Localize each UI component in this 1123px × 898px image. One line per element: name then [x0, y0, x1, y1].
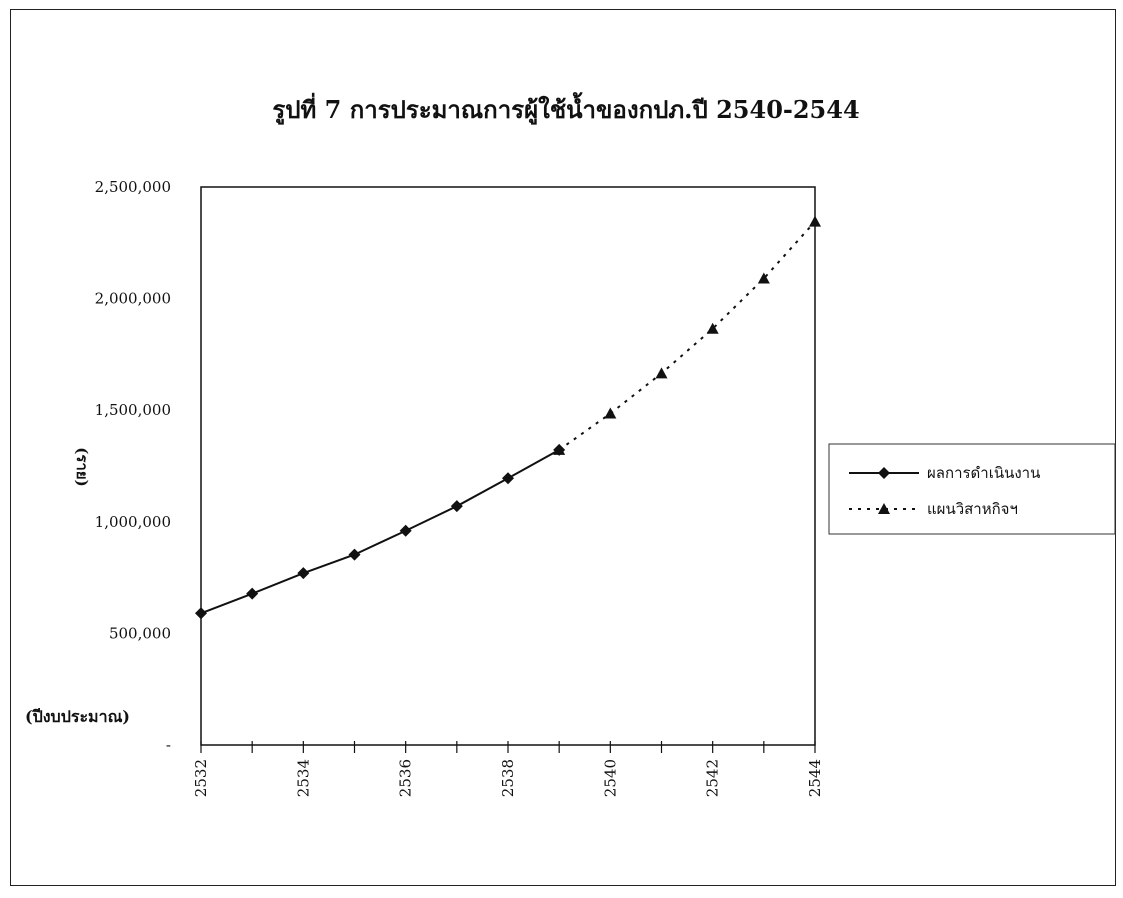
x-tick-label: 2542 — [704, 759, 722, 797]
series-0-point — [246, 587, 259, 600]
x-tick-label: 2536 — [397, 759, 415, 797]
plot-area — [200, 186, 816, 746]
y-tick-label: 2,000,000 — [95, 290, 171, 308]
series-0-point — [450, 500, 463, 513]
y-tick-label: 1,500,000 — [95, 401, 171, 419]
axis-ticks: - 500,000 1,000,000 1,500,000 2,000,000 2,500… — [95, 178, 824, 797]
y-tick-label: 500,000 — [109, 624, 171, 642]
series-1-point — [553, 443, 566, 455]
x-tick-label: 2538 — [499, 759, 517, 797]
legend-marker-actual — [878, 467, 890, 479]
series-1-point — [757, 272, 770, 284]
series-0-point — [502, 472, 514, 485]
series-0-point — [348, 548, 361, 561]
series-1-point — [706, 322, 719, 334]
line-chart: รูปที่ 7 การประมาณการผู้ใช้น้ำของกปภ.ปี … — [25, 91, 1116, 797]
chart-frame: รูปที่ 7 การประมาณการผู้ใช้น้ำของกปภ.ปี … — [10, 9, 1116, 886]
x-tick-label: 2540 — [601, 759, 619, 797]
series-0-point — [195, 607, 207, 620]
chart-title: รูปที่ 7 การประมาณการผู้ใช้น้ำของกปภ.ปี … — [272, 91, 859, 125]
y-tick-label: 1,000,000 — [95, 513, 171, 531]
series-1-point — [604, 407, 617, 419]
y-tick-label: 2,500,000 — [95, 178, 171, 196]
series-layer — [195, 215, 821, 620]
series-line-0 — [200, 449, 560, 615]
legend-marker-plan — [878, 503, 890, 514]
series-1-point — [655, 367, 668, 379]
legend-label-plan: แผนวิสาหกิจฯ — [927, 500, 1018, 518]
x-axis-label: (ปีงบประมาณ) — [25, 707, 130, 726]
series-0-point — [297, 567, 310, 580]
series-0-point — [399, 524, 412, 537]
legend-box — [828, 443, 1116, 535]
series-1-point — [809, 215, 821, 227]
x-tick-label: 2534 — [294, 759, 312, 797]
y-axis-label: (ราย) — [73, 447, 91, 486]
series-line-1 — [558, 220, 816, 451]
x-tick-label: 2544 — [806, 759, 824, 797]
legend-label-actual: ผลการดำเนินงาน — [927, 464, 1040, 482]
y-tick-label: - — [166, 736, 171, 754]
x-tick-label: 2532 — [192, 759, 210, 797]
legend: ผลการดำเนินงาน แผนวิสาหกิจฯ — [828, 443, 1116, 535]
